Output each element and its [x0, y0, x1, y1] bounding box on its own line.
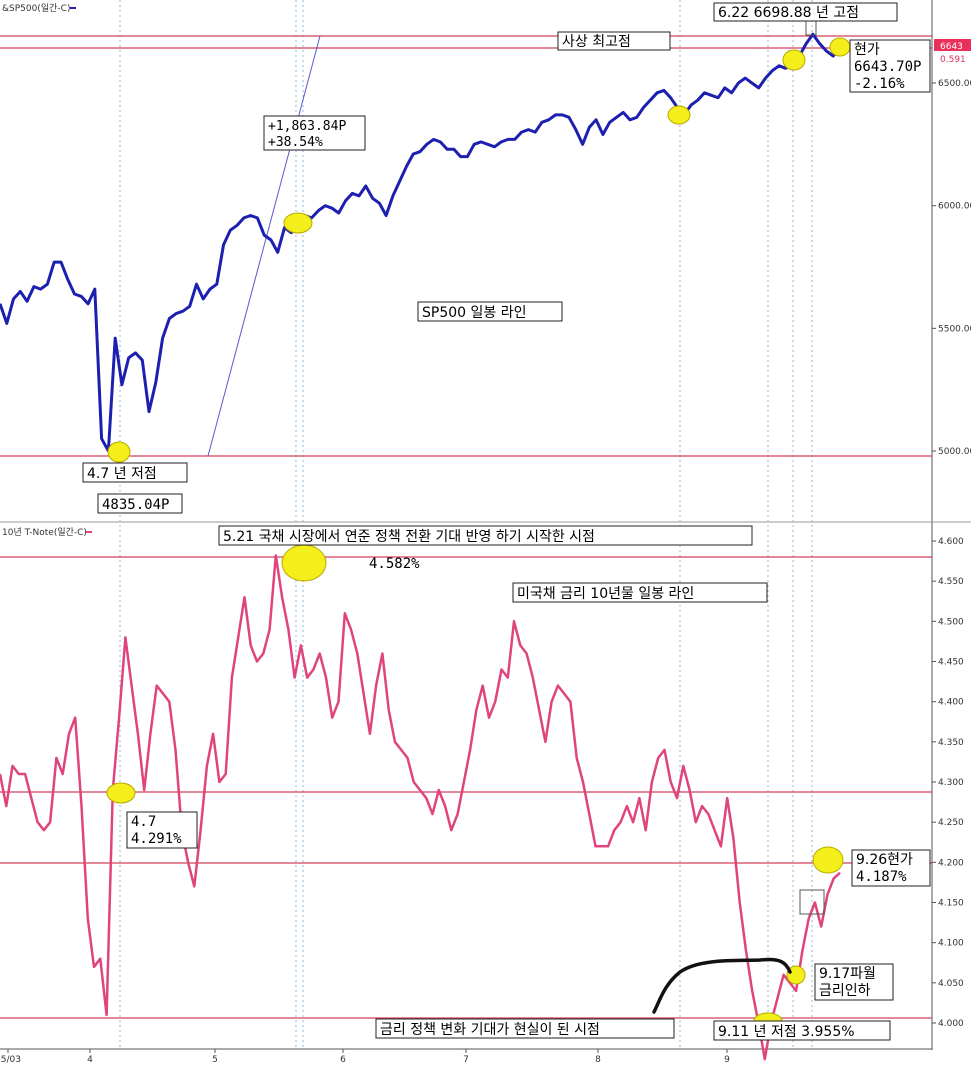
sp-aug-marker	[667, 105, 691, 125]
price-badge-bg	[934, 39, 971, 51]
sp500-y-tick-label: 6000.00	[938, 202, 971, 212]
x-axis-ticks: 25/03 4 5 6 7 8 9	[0, 1049, 730, 1065]
tn-peak-marker	[281, 544, 327, 582]
sp-annotations: 6.22 6698.88 년 고점 사상 최고점 현가 6643.70P -2.…	[82, 2, 931, 514]
tnote-y-tick-label: 4.050	[938, 979, 964, 989]
tn-fomc-line2: 금리인하	[819, 983, 871, 999]
tn-policy-note: 금리 정책 변화 기대가 현실이 된 시점	[380, 1022, 600, 1038]
tn-apr-value: 4.291%	[131, 831, 182, 847]
highlight-markers	[106, 37, 851, 1030]
sp-current-marker	[829, 37, 851, 57]
sp-current-title: 현가	[854, 42, 880, 58]
x-tick-label: 6	[340, 1055, 346, 1065]
tnote-y-tick-label: 4.200	[938, 858, 964, 868]
sp-sep-marker	[782, 49, 806, 71]
tn-fomc-marker	[786, 965, 806, 985]
tnote-y-tick-label: 4.150	[938, 899, 964, 909]
sp500-panel-label: &SP500(일간-C)	[2, 3, 70, 14]
sp-title-box: SP500 일봉 라인	[422, 305, 526, 321]
plot-area	[0, 0, 932, 1049]
sp-record-label: 사상 최고점	[562, 34, 631, 50]
tn-apr-marker	[106, 782, 136, 804]
tn-current-marker	[812, 846, 844, 874]
tn-apr-date: 4.7	[131, 814, 156, 830]
tnote-y-tick-label: 4.600	[938, 537, 964, 547]
change-badge: 0.591	[940, 55, 966, 65]
x-tick-label: 7	[463, 1055, 469, 1065]
tnote-y-tick-label: 4.100	[938, 939, 964, 949]
sp-current-value: 6643.70P	[854, 59, 921, 75]
sp-rise-value: +1,863.84P	[268, 119, 346, 134]
sp500-y-tick-label: 5500.00	[938, 324, 971, 334]
fomc-range-box	[799, 889, 825, 915]
tn-annotations: 5.21 국채 시장에서 연준 정책 전환 기대 반영 하기 시작한 시점 4.…	[126, 525, 931, 1041]
x-tick-label: 4	[87, 1055, 93, 1065]
x-tick-label: 8	[595, 1055, 601, 1065]
tnote-y-tick-label: 4.550	[938, 577, 964, 587]
tnote-line	[0, 554, 841, 1061]
x-tick-label: 25/03	[0, 1055, 21, 1065]
tnote-y-tick-label: 4.400	[938, 698, 964, 708]
sp-current-change: -2.16%	[854, 76, 905, 92]
tnote-y-tick-label: 4.250	[938, 818, 964, 828]
sp-rise-pct: +38.54%	[268, 135, 323, 150]
trend-line	[207, 35, 321, 457]
sp500-y-tick-label: 6500.00	[938, 79, 971, 89]
x-tick-label: 5	[212, 1055, 218, 1065]
price-badge: 6643	[940, 42, 963, 52]
tn-fomc-line1: 9.17파월	[819, 966, 876, 982]
tnote-y-tick-label: 4.300	[938, 778, 964, 788]
tn-low-label: 9.11 년 저점 3.955%	[718, 1024, 855, 1040]
tnote-y-axis-ticks: 4.600 4.550 4.500 4.450 4.400 4.350 4.300 4.250…	[932, 537, 964, 1029]
sp-may-marker	[283, 212, 313, 234]
sp-low-marker	[107, 441, 131, 463]
tn-current-title: 9.26현가	[856, 852, 913, 868]
tnote-panel-label: 10년 T-Note(일간-C)	[2, 527, 87, 538]
tn-peak-title: 5.21 국채 시장에서 연준 정책 전환 기대 반영 하기 시작한 시점	[223, 529, 595, 545]
x-tick-label: 9	[724, 1055, 730, 1065]
sp-high-label: 6.22 6698.88 년 고점	[718, 5, 859, 21]
hand-drawn-arc	[652, 957, 792, 1014]
sp-low-label: 4.7 년 저점	[87, 466, 157, 482]
sp500-line	[0, 32, 842, 453]
tn-title-box: 미국채 금리 10년물 일봉 라인	[517, 586, 694, 602]
sp500-y-axis-ticks: 6500.00 6000.00 5500.00 5000.00	[932, 79, 971, 457]
tn-peak-value: 4.582%	[369, 556, 420, 572]
sp500-y-tick-label: 5000.00	[938, 447, 971, 457]
tnote-y-tick-label: 4.000	[938, 1019, 964, 1029]
tnote-y-tick-label: 4.350	[938, 738, 964, 748]
tnote-y-tick-label: 4.500	[938, 617, 964, 627]
tn-current-value: 4.187%	[856, 869, 907, 885]
sp-low-value: 4835.04P	[102, 497, 169, 513]
tnote-y-tick-label: 4.450	[938, 658, 964, 668]
